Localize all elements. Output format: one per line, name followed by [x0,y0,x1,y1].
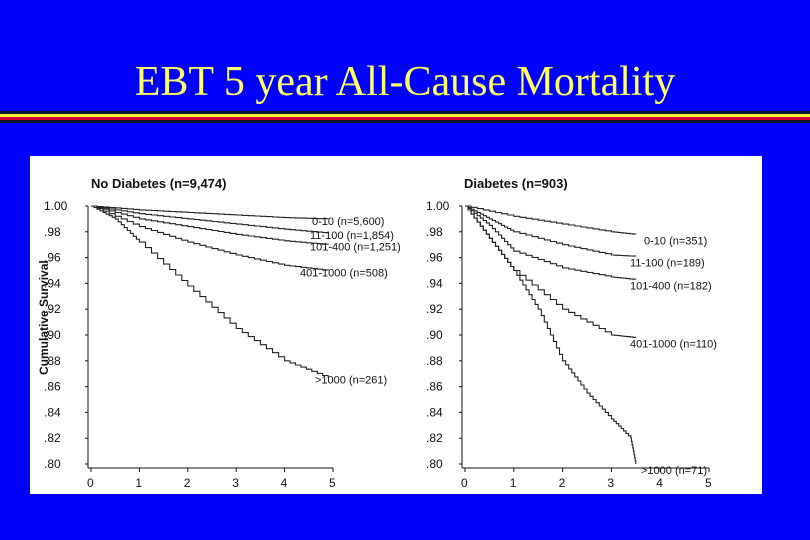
chart-1-x-tick-label: 1 [135,476,142,490]
chart-2-y-tick-label: .82 [426,431,443,445]
chart-1-series-line [91,205,329,234]
chart-2-y-tick-label: .80 [426,457,443,471]
chart-1-y-tick-label: .84 [44,405,61,419]
title-divider [0,111,810,123]
survival-figure-panel: No Diabetes (n=9,474) 1.00 .98 .96 .94 .92 .90… [30,156,762,494]
chart-1-y-tick-label: .90 [44,328,61,342]
chart-1-series-line [91,205,329,271]
chart-2-x-tick-label: 1 [510,476,517,490]
chart-2-x-tick-label: 3 [607,476,614,490]
chart-2-y-tick-label: .92 [426,302,443,316]
chart-2-x-tick-label: 5 [705,476,712,490]
chart-2-series-line [465,205,637,257]
chart-1-y-tick-label: .80 [44,457,61,471]
chart-2-y-tick-label: 1.00 [426,199,450,213]
chart-1-series-label: 401-1000 (n=508) [300,268,388,280]
chart-1-y-tick-label: .82 [44,431,61,445]
chart-1-y-axis-label: Cumulative Survival [37,260,51,375]
slide-title: EBT 5 year All-Cause Mortality [134,59,676,105]
chart-2-series-label: >1000 (n=71) [641,465,707,477]
chart-2-x-tick-label: 2 [559,476,566,490]
chart-1-series-label: 11-100 (n=1,854) [310,230,394,242]
chart-1-series-label: >1000 (n=261) [315,375,387,387]
chart-2-y-tick-label: .86 [426,380,443,394]
chart-2-series-line [465,205,637,464]
chart-1-y-tick-label: .96 [44,251,61,265]
chart-2-series-line [465,205,637,235]
chart-2-x-tick-label: 0 [461,476,468,490]
chart-1-series-line [91,205,329,220]
chart-1-x-tick-label: 3 [232,476,239,490]
chart-2-y-tick-label: .94 [426,276,443,290]
chart-2-series-label: 101-400 (n=182) [630,281,712,293]
chart-1-x-tick-label: 0 [87,476,94,490]
chart-1-series-line [91,205,329,378]
chart-1-series-label: 0-10 (n=5,600) [312,216,384,228]
chart-1-y-tick-label: .88 [44,354,61,368]
chart-2-y-tick-label: .88 [426,354,443,368]
chart-2-y-tick-label: .96 [426,251,443,265]
chart-2-y-tick-label: .98 [426,225,443,239]
chart-1-x-tick-label: 5 [329,476,336,490]
chart-2-y-tick-label: .90 [426,328,443,342]
chart-1-y-tick-label: .98 [44,225,61,239]
chart-1-x-tick-label: 4 [281,476,288,490]
chart-1-y-tick-label: .94 [44,276,61,290]
chart-2-series-label: 11-100 (n=189) [630,257,705,269]
chart-2-title: Diabetes (n=903) [464,176,568,191]
chart-2-series-label: 401-1000 (n=110) [630,339,717,351]
chart-1-series-line [91,205,329,245]
chart-1-y-tick-label: 1.00 [44,199,68,213]
survival-charts: No Diabetes (n=9,474) 1.00 .98 .96 .94 .92 .90… [37,176,717,490]
chart-2-x-tick-label: 4 [656,476,663,490]
chart-2-series-line [465,205,637,280]
chart-2-y-tick-label: .84 [426,405,443,419]
chart-1-y-tick-label: .92 [44,302,61,316]
chart-2-series-label: 0-10 (n=351) [644,235,707,247]
chart-1-title: No Diabetes (n=9,474) [91,176,226,191]
chart-1-y-tick-label: .86 [44,380,61,394]
chart-1-x-tick-label: 2 [184,476,191,490]
chart-1-series-label: 101-400 (n=1,251) [310,242,401,254]
